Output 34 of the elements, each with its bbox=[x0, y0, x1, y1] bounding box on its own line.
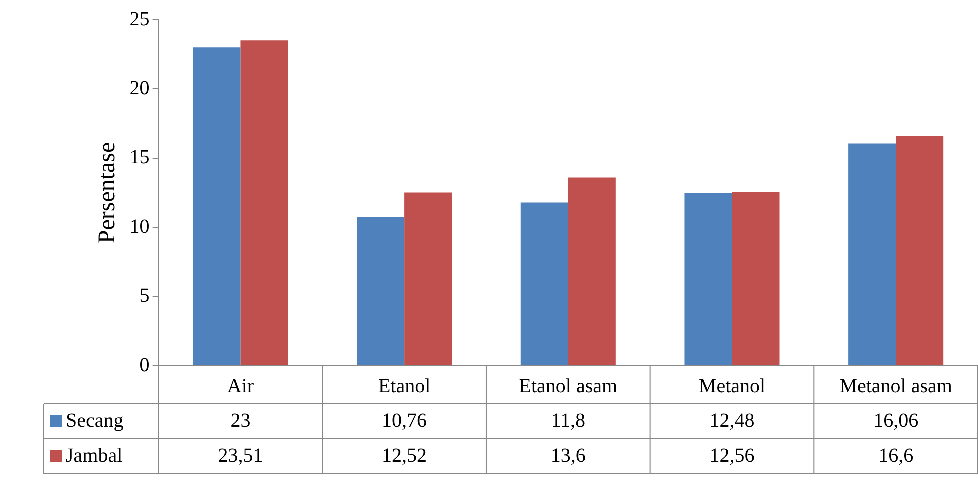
data-label: 11,8 bbox=[551, 410, 586, 432]
y-tick-label: 0 bbox=[140, 354, 150, 376]
bar bbox=[896, 136, 944, 366]
data-label: 23 bbox=[230, 410, 251, 432]
bar bbox=[568, 178, 616, 366]
y-tick-label: 25 bbox=[130, 8, 150, 30]
data-label: 12,48 bbox=[710, 410, 755, 432]
x-tick-label: Etanol bbox=[378, 375, 432, 398]
y-tick-label: 10 bbox=[130, 216, 150, 238]
x-tick-label: Etanol asam bbox=[519, 375, 618, 398]
legend-label: Secang bbox=[66, 410, 124, 432]
bar bbox=[520, 202, 568, 366]
legend-label: Jambal bbox=[66, 444, 124, 467]
y-tick-label: 20 bbox=[130, 77, 150, 100]
data-label: 13,6 bbox=[550, 444, 586, 467]
data-label: 12,56 bbox=[710, 444, 755, 467]
x-tick-label: Metanol asam bbox=[840, 375, 953, 398]
bar bbox=[684, 193, 732, 366]
bar bbox=[404, 192, 452, 366]
y-tick-label: 15 bbox=[130, 146, 150, 169]
x-tick-label: Metanol bbox=[698, 375, 766, 398]
x-tick-label: Air bbox=[227, 375, 254, 398]
bar bbox=[848, 144, 896, 366]
data-label: 16,06 bbox=[874, 410, 919, 432]
bar bbox=[193, 48, 241, 366]
data-label: 16,6 bbox=[878, 444, 914, 467]
y-axis-title: Persentase bbox=[94, 142, 121, 244]
bar bbox=[357, 217, 405, 366]
bar bbox=[240, 40, 288, 366]
data-label: 23,51 bbox=[218, 444, 264, 467]
bar bbox=[732, 192, 780, 366]
y-tick-label: 5 bbox=[140, 285, 150, 308]
data-label: 12,52 bbox=[382, 444, 428, 467]
data-label: 10,76 bbox=[382, 410, 428, 432]
